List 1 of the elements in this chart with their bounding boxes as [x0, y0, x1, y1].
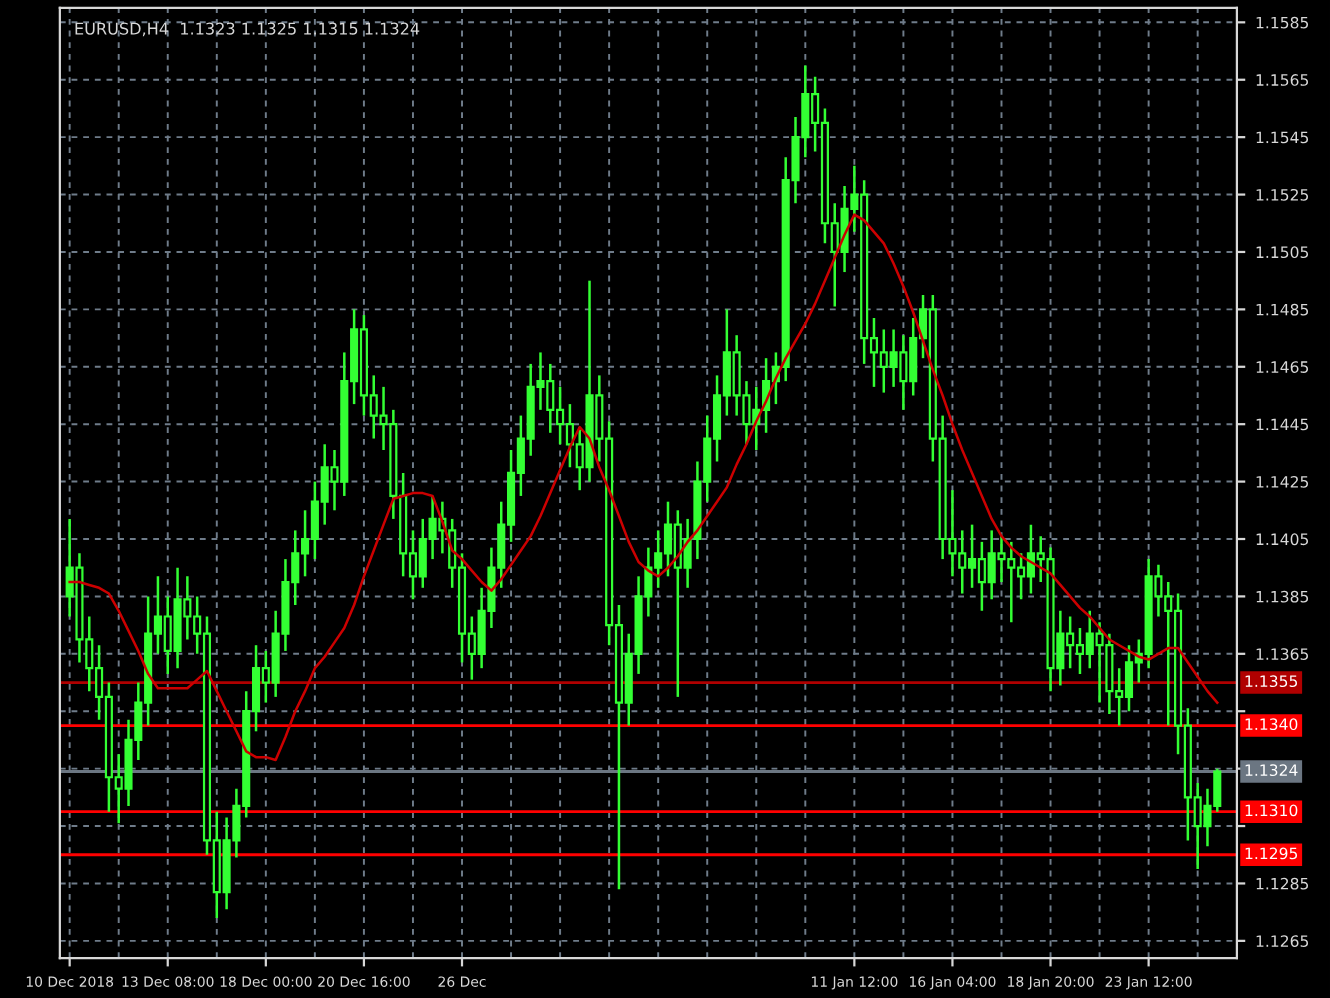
text: EURUSD,H4 1.1323 1.1325 1.1315 1.1324: [75, 22, 420, 37]
